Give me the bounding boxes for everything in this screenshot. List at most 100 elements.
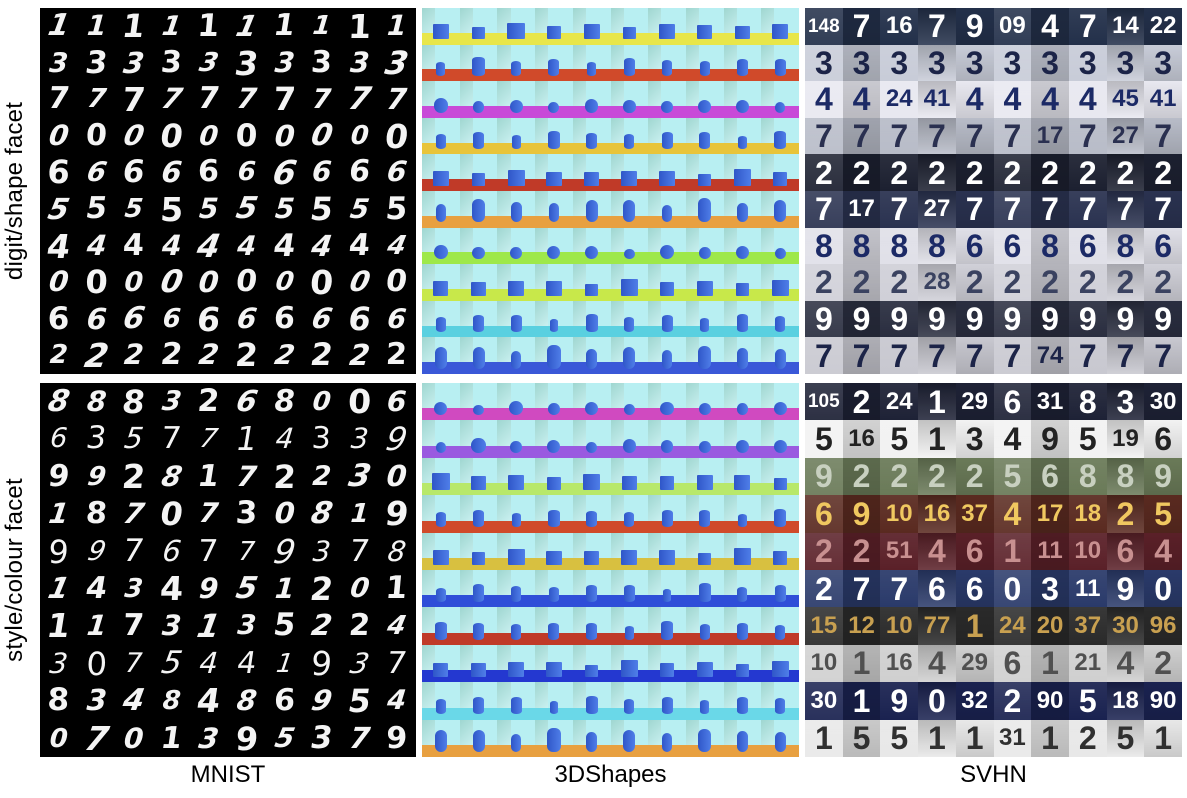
svhn-crop: 11 <box>1068 570 1107 608</box>
mnist-digit: 3 <box>233 495 261 532</box>
svhn-crop: 4 <box>918 532 956 570</box>
mnist-digit: 6 <box>347 300 372 338</box>
mnist-digit: 0 <box>273 496 296 531</box>
scene-object-cube <box>735 282 750 296</box>
svhn-crop: 3 <box>880 44 919 82</box>
scene-object-cylinder <box>586 511 597 528</box>
scene-object-cube <box>471 282 486 296</box>
mnist-digit: 6 <box>236 157 257 188</box>
scene-object-sphere <box>624 248 635 260</box>
scene-wall <box>422 264 436 290</box>
scene-wall <box>648 44 662 71</box>
svhn-crop: 18 <box>1106 682 1145 720</box>
scene-wall <box>497 81 511 107</box>
scene-object-cylinder <box>473 315 485 333</box>
svhn-crop: 2 <box>842 383 881 421</box>
svhn-crop: 7 <box>1106 337 1145 374</box>
shapes-scene <box>723 81 762 118</box>
mnist-digit: 3 <box>309 421 334 457</box>
shapes-scene <box>497 264 536 301</box>
shapes-scene <box>610 719 649 757</box>
scene-object-cylinder <box>548 622 560 640</box>
scene-object-cylinder <box>699 60 710 77</box>
scene-wall <box>723 8 737 34</box>
mnist-digit: 1 <box>345 8 374 45</box>
svhn-crop: 4 <box>993 81 1032 118</box>
mnist-digit: 5 <box>233 570 261 606</box>
scene-wall <box>422 682 436 709</box>
mnist-digit: 5 <box>273 192 296 226</box>
svhn-crop: 6 <box>1068 227 1107 265</box>
svhn-crop: 7 <box>1144 190 1182 228</box>
scene-object-cylinder <box>624 133 635 150</box>
scene-object-cube <box>773 477 787 490</box>
shapes-scene <box>761 383 799 421</box>
scene-wall <box>497 532 511 559</box>
scene-object-cube <box>432 473 450 490</box>
scene-object-cube <box>585 664 599 677</box>
mnist-digit: 7 <box>197 533 222 569</box>
svhn-crop: 7 <box>805 337 843 374</box>
shapes-scene <box>422 420 460 458</box>
shapes-scene <box>761 570 799 608</box>
shapes-scene <box>422 607 460 645</box>
shapes-scene <box>723 300 762 338</box>
mnist-digit: 1 <box>46 607 71 645</box>
shapes-scene <box>535 81 573 118</box>
svhn-crop: 0 <box>1144 570 1182 608</box>
svhn-crop: 19 <box>1106 420 1145 458</box>
mnist-digit: 1 <box>85 9 108 43</box>
svhn-crop: 2 <box>993 682 1032 720</box>
scene-wall <box>723 383 737 410</box>
scene-object-cylinder <box>698 583 711 603</box>
mnist-digit: 2 <box>309 608 335 643</box>
svhn-crop: 5 <box>1144 495 1182 533</box>
shapes-scene <box>685 190 724 228</box>
svhn-crop: 3 <box>993 44 1032 82</box>
scene-wall <box>648 154 662 180</box>
scene-object-capsule <box>472 346 485 369</box>
svhn-crop: 5 <box>1068 682 1107 720</box>
shapes-scene <box>648 8 686 45</box>
svhn-crop: 12 <box>842 607 881 645</box>
mnist-digit: 2 <box>196 383 222 420</box>
shapes-scene <box>572 300 611 338</box>
svhn-crop: 7 <box>805 117 843 155</box>
mnist-digit: 1 <box>194 607 224 645</box>
scene-wall <box>535 154 549 180</box>
scene-object-capsule <box>623 346 636 369</box>
shapes-scene <box>761 300 799 338</box>
svhn-crop: 29 <box>955 383 994 421</box>
scene-object-cylinder <box>549 700 559 715</box>
mnist-digit: 1 <box>273 8 296 44</box>
mnist-digit: 5 <box>272 607 297 644</box>
scene-object-cube <box>733 169 752 186</box>
mnist-digit: 5 <box>348 193 372 225</box>
mnist-digit: 7 <box>349 533 371 569</box>
svhn-crop: 2 <box>805 532 843 570</box>
svhn-crop: 37 <box>1068 607 1107 645</box>
scene-wall <box>572 383 586 410</box>
mnist-digit: 1 <box>233 8 261 43</box>
shapes-scene <box>648 719 686 757</box>
mnist-digit: 2 <box>384 337 411 373</box>
mnist-digit: 0 <box>159 117 184 155</box>
shapes-scene <box>610 607 649 645</box>
scene-object-cube <box>546 550 562 565</box>
scene-object-cylinder <box>774 698 786 715</box>
scene-wall <box>685 337 700 363</box>
scene-wall <box>459 190 473 217</box>
mnist-digit: 4 <box>198 645 220 680</box>
scene-object-cylinder <box>436 587 446 603</box>
mnist-digit: 3 <box>382 44 412 82</box>
scene-wall <box>648 190 662 217</box>
mnist-digit: 4 <box>236 645 258 681</box>
mnist-digit: 2 <box>160 337 183 373</box>
scene-wall <box>422 154 436 180</box>
svhn-crop: 3 <box>805 44 843 82</box>
mnist-digit: 8 <box>273 383 296 419</box>
scene-wall <box>497 227 511 254</box>
scene-wall <box>723 154 737 180</box>
scene-wall <box>535 117 549 144</box>
mnist-digit: 5 <box>157 190 186 228</box>
